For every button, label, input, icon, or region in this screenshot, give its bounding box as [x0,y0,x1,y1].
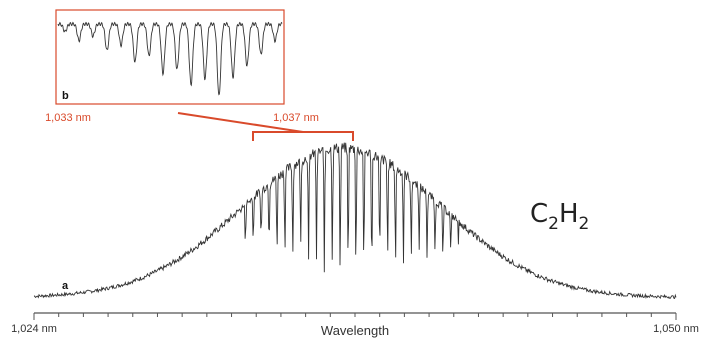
zoom-bracket [252,131,354,141]
molecule-symbol-c: C [530,199,548,229]
inset-spectrum-trace [57,21,283,96]
molecule-subscript-2: 2 [579,214,590,234]
main-spectrum-panel: 1,024 nm 1,050 nm Wavelength a C2H2 [11,142,699,338]
x-tick-label-start: 1,024 nm [11,323,57,335]
x-tick-label-end: 1,050 nm [653,323,699,335]
molecule-formula: C2H2 [530,199,589,234]
molecule-symbol-h: H [559,199,579,229]
inset-tick-label-end: 1,037 nm [273,112,319,124]
molecule-subscript-1: 2 [548,214,559,234]
zoom-region-marker [177,112,354,141]
main-spectrum-trace [33,142,677,300]
panel-label-a: a [62,280,69,292]
x-axis-title: Wavelength [321,323,389,338]
panel-label-b: b [62,90,69,102]
inset-tick-label-start: 1,033 nm [45,112,91,124]
inset-zoom-panel: b 1,033 nm 1,037 nm [45,9,319,124]
zoom-connector-line [177,112,304,133]
x-axis-ticks [33,313,677,320]
